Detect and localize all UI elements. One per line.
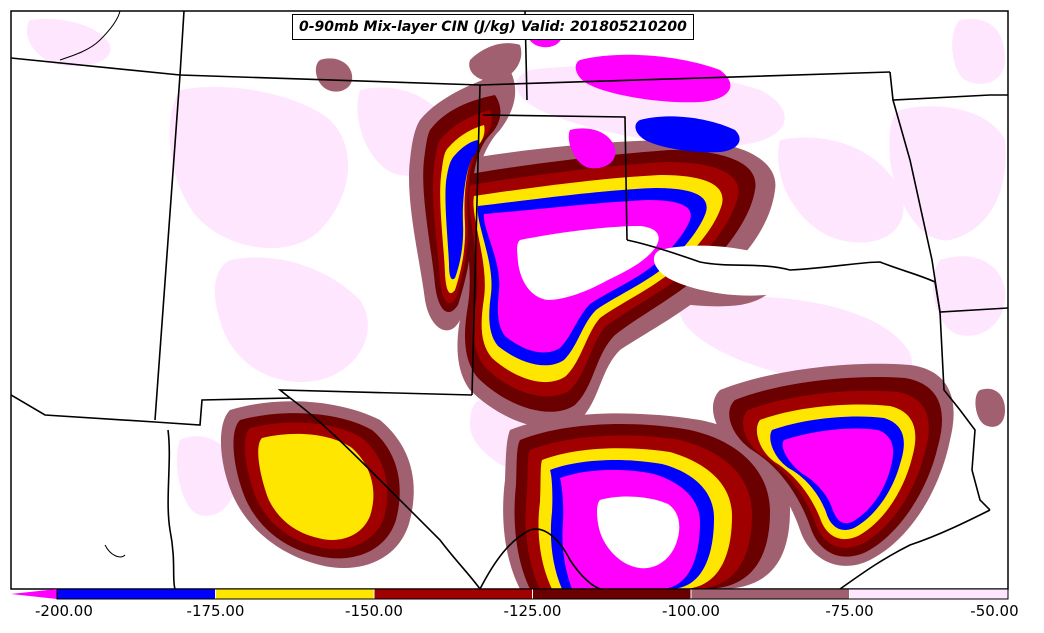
state-borders (11, 11, 1008, 589)
colorbar-tick-label: -50.00 (970, 602, 1019, 620)
border-tx-la (939, 311, 991, 511)
border-rio-grande-1 (289, 397, 481, 589)
colorbar-bin-5 (849, 589, 1008, 599)
colorbar-extend-arrow (11, 589, 57, 599)
coast-baja (104, 544, 126, 558)
border-north (11, 57, 891, 86)
colorbar-tick-label: -100.00 (662, 602, 720, 620)
colorbar-tick-label: -175.00 (186, 602, 245, 620)
border-south-nm (11, 389, 473, 426)
colorbar-tick-label: -75.00 (825, 602, 874, 620)
border-ok-east (892, 99, 1008, 313)
colorbar-tick-label: -200.00 (34, 602, 93, 620)
colorbar-tick-label: -150.00 (345, 602, 403, 620)
border-mexico-west (167, 429, 176, 589)
border-az-nm (154, 11, 185, 421)
colorbar-bin-2 (374, 589, 533, 599)
colorbar-tick-label: -125.00 (503, 602, 562, 620)
border-ks-ok (889, 71, 1008, 101)
colorbar-bin-0 (57, 589, 216, 599)
colorbar-bin-1 (215, 589, 374, 599)
border-nm-tx-west (471, 84, 481, 396)
coast-ca (59, 11, 121, 61)
border-rio-grande-2 (479, 528, 601, 589)
colorbar-bin-3 (532, 589, 691, 599)
colorbar-frame (56, 588, 1009, 600)
map-title: 0-90mb Mix-layer CIN (J/kg) Valid: 20180… (292, 14, 694, 40)
coast-gulf (839, 509, 991, 589)
colorbar-bins (57, 589, 1008, 599)
border-red-river (626, 239, 941, 313)
border-tx-panhandle (482, 114, 628, 241)
colorbar-bin-4 (691, 589, 850, 599)
colorbar (11, 588, 1009, 600)
cin-fill-layers (26, 18, 1006, 589)
